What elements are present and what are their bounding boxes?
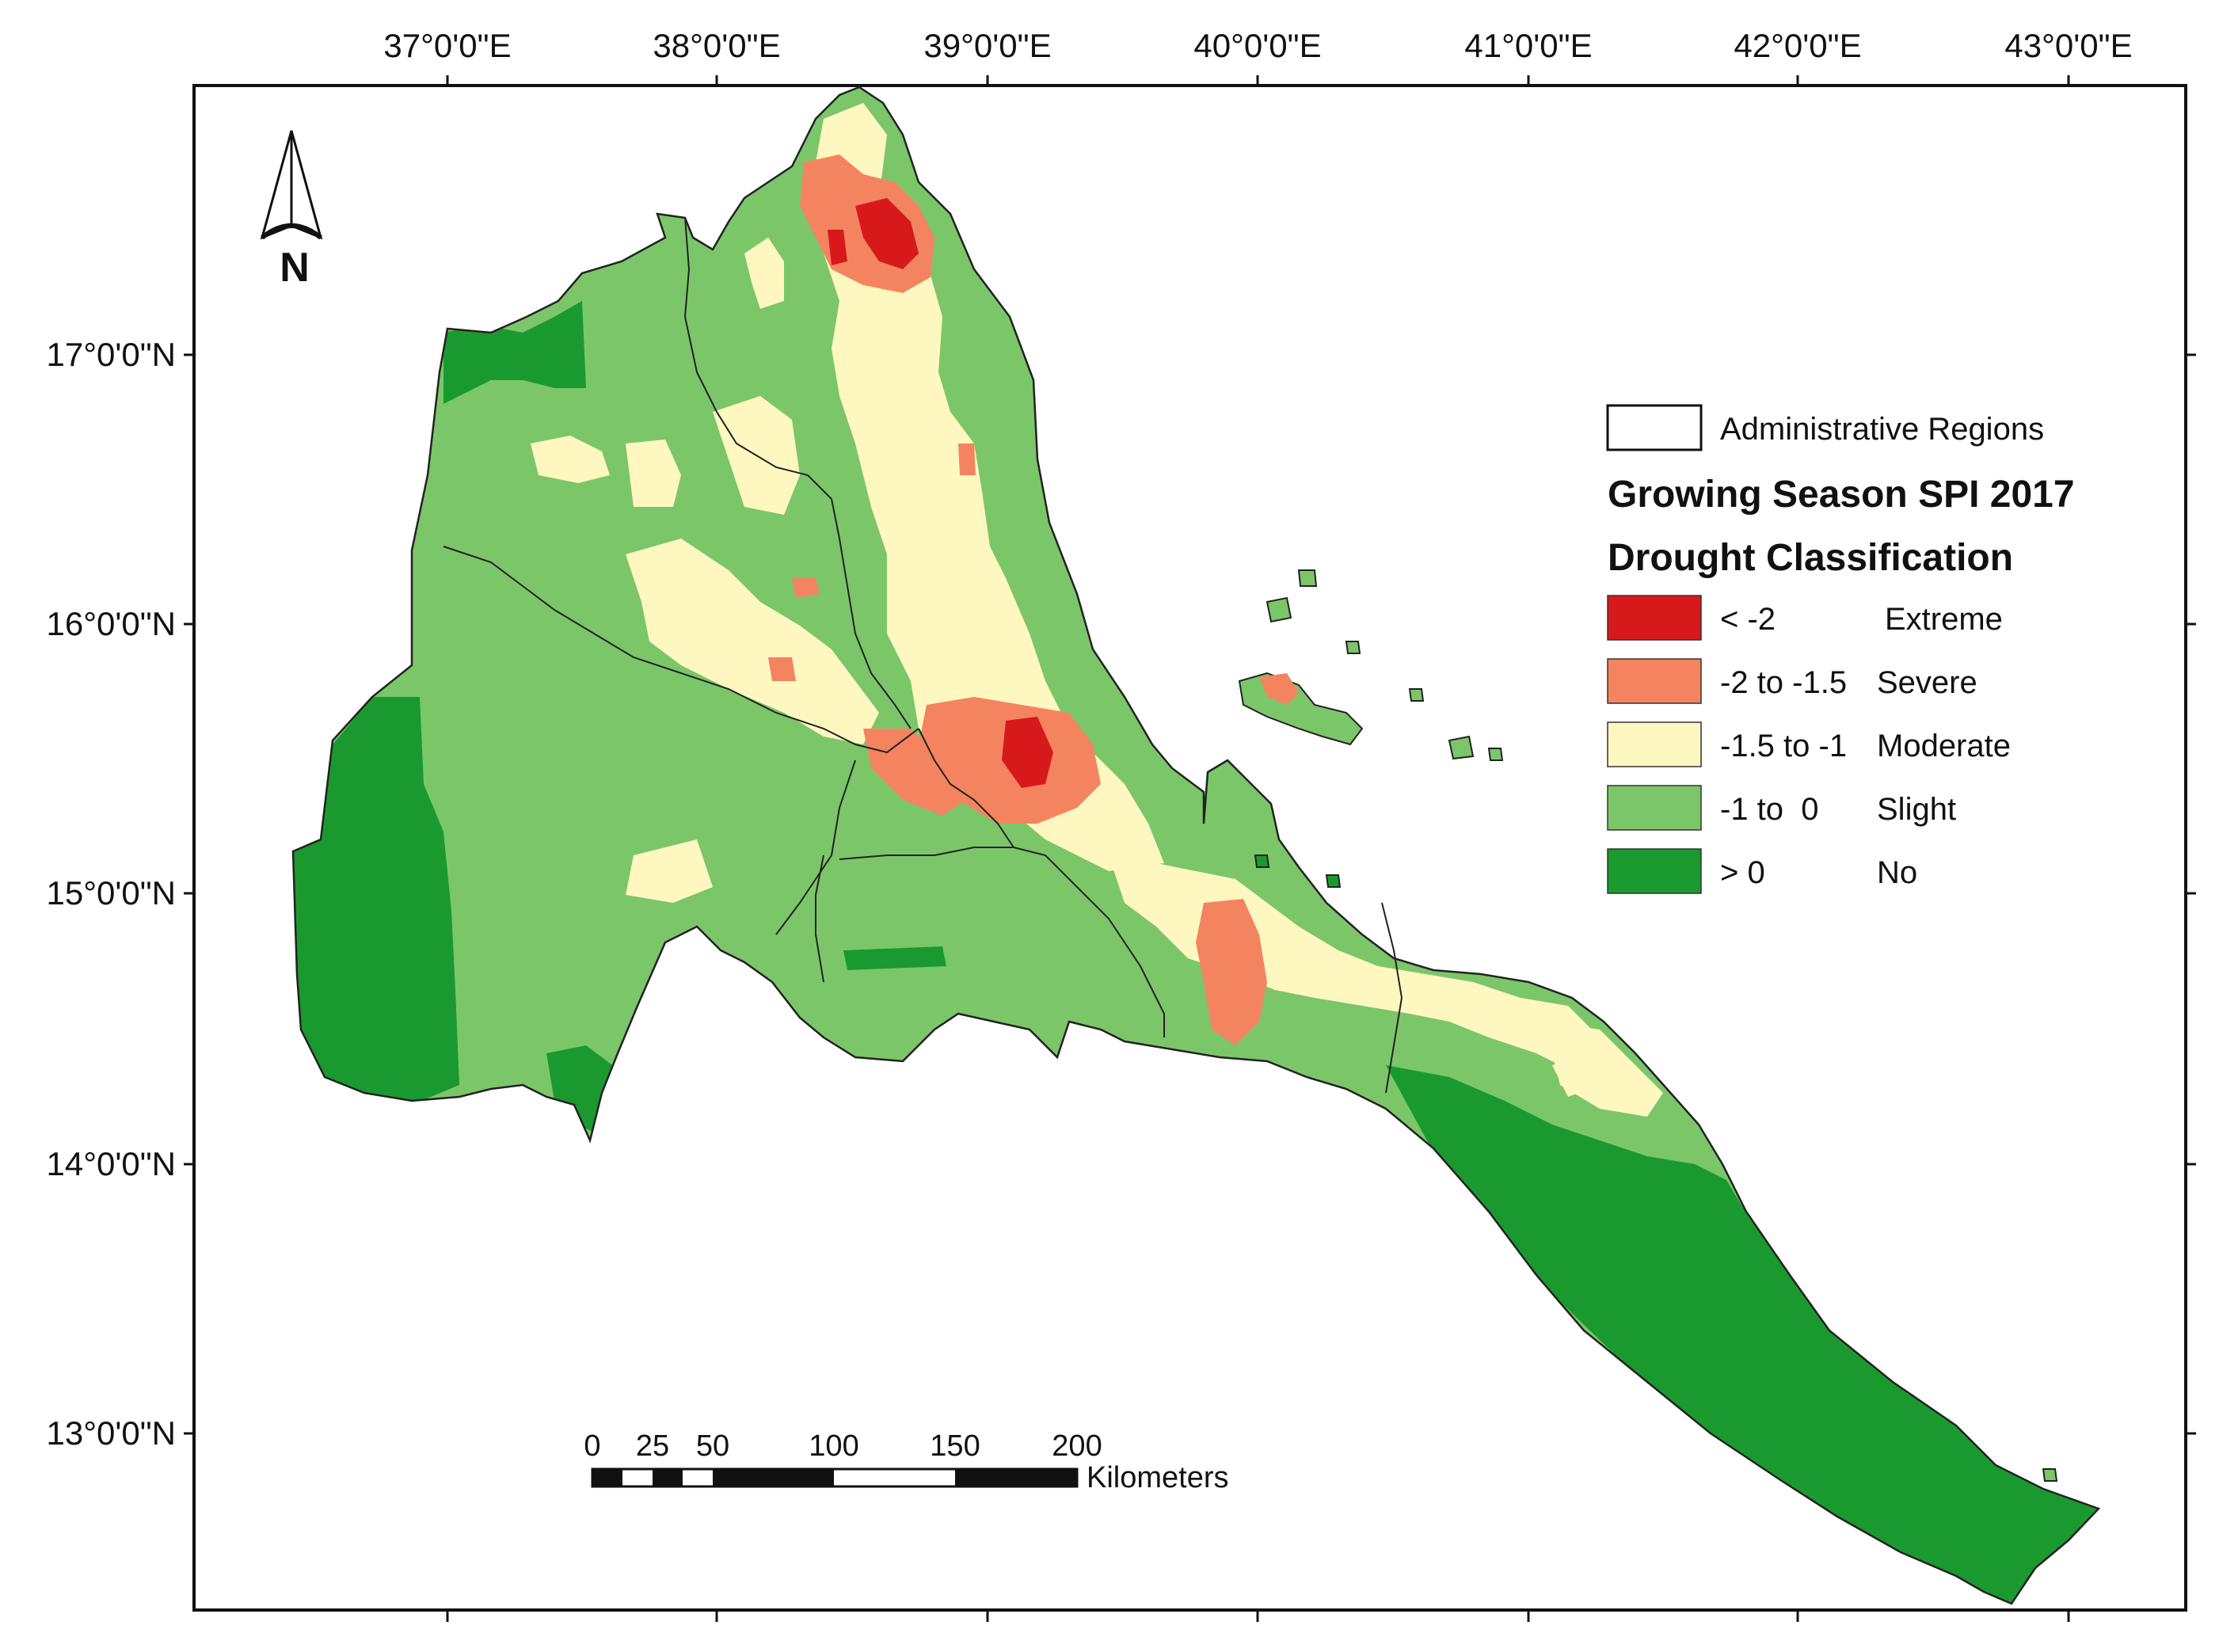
legend-class-severe: -2 to -1.5 Severe — [1607, 658, 1977, 704]
zone-no-west — [293, 697, 459, 1105]
zone-moderate-west-spine — [744, 238, 784, 309]
island-small-6 — [1345, 641, 1361, 654]
legend-title: Growing Season SPI 2017 — [1608, 474, 2075, 516]
island-small-5 — [1448, 735, 1475, 760]
lon-label-37: 37°0'0"E — [383, 27, 511, 64]
legend-subtitle: Drought Classification — [1608, 537, 2013, 579]
island-small-7 — [1408, 688, 1425, 702]
scale-tick-150: 150 — [930, 1429, 980, 1463]
zone-severe-spot-2 — [768, 657, 796, 681]
y-axis-labels: 17°0'0"N 16°0'0"N 15°0'0"N 14°0'0"N 13°0… — [47, 336, 177, 1452]
legend-boundary-label: Administrative Regions — [1720, 412, 2044, 447]
lon-label-41: 41°0'0"E — [1464, 27, 1592, 64]
legend-range-no: > 0 — [1720, 855, 1765, 890]
island-small-3 — [1254, 855, 1270, 868]
drought-raster — [291, 86, 2101, 1605]
legend-swatch-slight — [1607, 785, 1702, 831]
zone-severe-spot-3 — [958, 443, 976, 475]
legend-class-extreme: < -2 Extreme — [1607, 595, 2003, 641]
zone-moderate-southeast-patch — [1552, 1057, 1600, 1097]
legend-name-extreme: Extreme — [1885, 602, 2003, 637]
island-small-1 — [1266, 596, 1292, 623]
scale-bar: 0 25 50 100 150 200 Kilometers — [584, 1429, 1228, 1494]
zone-moderate-west-patch — [531, 436, 610, 483]
lon-label-38: 38°0'0"E — [653, 27, 780, 64]
zone-moderate-central — [626, 539, 879, 744]
legend-class-moderate: -1.5 to -1 Moderate — [1607, 721, 2011, 767]
lon-label-39: 39°0'0"E — [923, 27, 1051, 64]
zone-moderate-west-patch-2 — [626, 440, 681, 507]
zone-no-south-coast — [1386, 1065, 2099, 1604]
lat-label-16: 16°0'0"N — [47, 605, 177, 642]
legend: Administrative Regions Growing Season SP… — [1606, 404, 2075, 894]
x-axis-labels: 37°0'0"E 38°0'0"E 39°0'0"E 40°0'0"E 41°0… — [383, 27, 2132, 64]
country-outline — [291, 86, 2101, 1605]
scale-tick-200: 200 — [1052, 1429, 1102, 1463]
lat-label-17: 17°0'0"N — [47, 336, 177, 373]
x-axis-bottom-ticks — [446, 1610, 2070, 1622]
legend-name-slight: Slight — [1877, 792, 1956, 827]
scale-tick-100: 100 — [809, 1429, 858, 1463]
legend-range-extreme: < -2 — [1720, 602, 1776, 637]
legend-name-no: No — [1877, 855, 1917, 890]
island-main-severe — [1259, 673, 1299, 705]
island-small-9 — [2042, 1468, 2058, 1482]
legend-swatch-no — [1607, 848, 1702, 894]
legend-class-slight: -1 to 0 Slight — [1607, 785, 1956, 831]
legend-boundary-swatch — [1606, 404, 1703, 451]
zone-severe-south — [1196, 899, 1267, 1045]
zone-extreme-north-2 — [828, 230, 847, 265]
legend-name-severe: Severe — [1877, 665, 1977, 700]
zone-severe-spot-1 — [792, 578, 820, 598]
legend-name-moderate: Moderate — [1877, 729, 2011, 763]
lon-label-43: 43°0'0"E — [2004, 27, 2132, 64]
scale-tick-50: 50 — [696, 1429, 729, 1463]
island-small-4 — [1325, 874, 1342, 888]
lat-label-13: 13°0'0"N — [47, 1414, 177, 1452]
administrative-boundaries — [443, 217, 1403, 1094]
island-small-2 — [1297, 569, 1318, 587]
legend-swatch-moderate — [1607, 721, 1702, 767]
lat-label-15: 15°0'0"N — [47, 874, 177, 912]
x-axis-top-ticks — [446, 75, 2070, 86]
legend-swatch-extreme — [1607, 595, 1702, 641]
scale-tick-25: 25 — [636, 1429, 669, 1463]
north-arrow-icon: N — [260, 130, 323, 291]
lon-label-42: 42°0'0"E — [1734, 27, 1861, 64]
legend-range-severe: -2 to -1.5 — [1720, 665, 1847, 700]
zone-no-central-strip — [843, 946, 946, 970]
island-small-8 — [1487, 748, 1504, 761]
lon-label-40: 40°0'0"E — [1193, 27, 1321, 64]
legend-class-no: > 0 No — [1607, 848, 1917, 894]
north-arrow-label: N — [280, 245, 310, 291]
y-axis-ticks — [184, 353, 2196, 1435]
zone-extreme-north — [855, 198, 919, 269]
legend-range-slight: -1 to 0 — [1720, 792, 1819, 827]
scale-tick-0: 0 — [584, 1429, 600, 1463]
islands — [1238, 569, 2058, 1482]
lat-label-14: 14°0'0"N — [47, 1145, 177, 1182]
scale-unit-label: Kilometers — [1087, 1461, 1229, 1494]
zone-moderate-central-patch — [626, 839, 713, 903]
legend-range-moderate: -1.5 to -1 — [1720, 729, 1847, 763]
zone-extreme-central — [1002, 717, 1053, 788]
legend-swatch-severe — [1607, 658, 1702, 704]
